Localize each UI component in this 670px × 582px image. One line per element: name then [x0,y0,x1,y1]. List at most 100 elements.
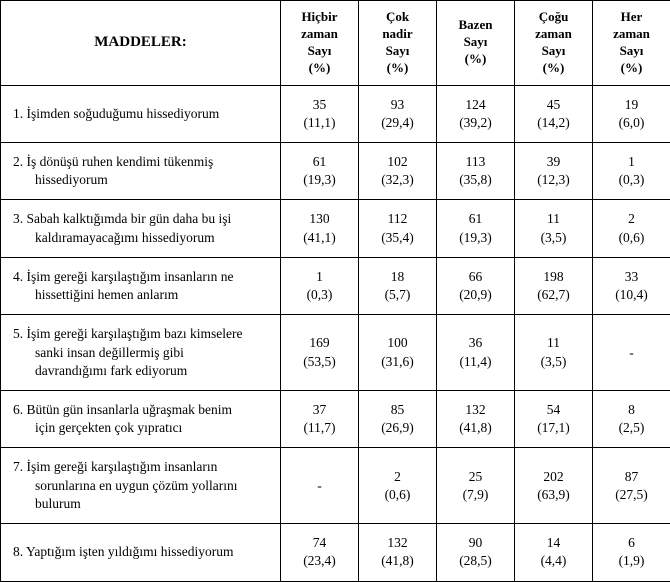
value-cell: 113(35,8) [437,143,515,200]
header-col-0-l3: Sayı [308,43,332,58]
value-pct: (2,5) [597,419,666,437]
value-cell: 54(17,1) [515,390,593,447]
header-col-0-l2: zaman [301,26,338,41]
value-count: 113 [441,153,510,171]
value-pct: (41,8) [363,552,432,570]
value-pct: (41,1) [285,229,354,247]
value-cell: 132(41,8) [359,524,437,581]
value-count: 1 [597,153,666,171]
value-pct: (29,4) [363,114,432,132]
table-row: 5. İşim gereği karşılaştığım bazı kimsel… [1,315,670,391]
value-cell: 1(0,3) [593,143,670,200]
item-text: 4. İşim gereği karşılaştığım insanların … [1,257,281,314]
value-cell: 169(53,5) [281,315,359,391]
item-text: 5. İşim gereği karşılaştığım bazı kimsel… [1,315,281,391]
item-line1: 7. İşim gereği karşılaştığım insanların [13,458,272,476]
header-col-0: Hiçbir zaman Sayı (%) [281,1,359,86]
header-col-4-l2: zaman [613,26,650,41]
value-pct: (11,7) [285,419,354,437]
value-cell: 33(10,4) [593,257,670,314]
value-count: 169 [285,334,354,352]
item-text: 6. Bütün gün insanlarla uğraşmak benimiç… [1,390,281,447]
value-pct: (11,4) [441,353,510,371]
value-cell: 19(6,0) [593,85,670,142]
value-pct: (26,9) [363,419,432,437]
value-count: 198 [519,268,588,286]
value-pct: (0,6) [363,486,432,504]
value-cell: 61(19,3) [281,143,359,200]
header-col-4-l1: Her [621,9,643,24]
value-cell: 132(41,8) [437,390,515,447]
item-line2: hissettiğini hemen anlarım [13,286,272,304]
header-col-3-l3: Sayı [542,43,566,58]
header-col-1: Çok nadir Sayı (%) [359,1,437,86]
value-cell: 74(23,4) [281,524,359,581]
value-count: 11 [519,334,588,352]
value-cell: 100(31,6) [359,315,437,391]
value-pct: (14,2) [519,114,588,132]
value-count: 37 [285,401,354,419]
header-col-2: Bazen Sayı (%) [437,1,515,86]
value-pct: (39,2) [441,114,510,132]
header-col-3-l4: (%) [543,60,565,75]
value-count: 6 [597,534,666,552]
value-pct: (23,4) [285,552,354,570]
item-line2: sanki insan değillermiş gibi [13,344,272,362]
value-count: - [597,344,666,362]
header-col-2-l1: Bazen [459,17,493,32]
table-row: 8. Yaptığım işten yıldığımı hissediyorum… [1,524,670,581]
value-pct: (3,5) [519,353,588,371]
value-pct: (6,0) [597,114,666,132]
item-line2: için gerçekten çok yıpratıcı [13,419,272,437]
value-cell: 35(11,1) [281,85,359,142]
value-count: 35 [285,96,354,114]
value-pct: (17,1) [519,419,588,437]
item-line1: 1. İşimden soğuduğumu hissediyorum [13,105,272,123]
value-pct: (11,1) [285,114,354,132]
header-col-4-l4: (%) [621,60,643,75]
value-cell: 8(2,5) [593,390,670,447]
table-row: 2. İş dönüşü ruhen kendimi tükenmişhisse… [1,143,670,200]
value-pct: (41,8) [441,419,510,437]
value-pct: (35,8) [441,171,510,189]
value-count: 1 [285,268,354,286]
value-pct: (31,6) [363,353,432,371]
value-cell: 37(11,7) [281,390,359,447]
item-text: 7. İşim gereği karşılaştığım insanlarıns… [1,448,281,524]
header-col-4-l3: Sayı [620,43,644,58]
header-items: MADDELER: [1,1,281,86]
value-cell: 11(3,5) [515,315,593,391]
item-line1: 5. İşim gereği karşılaştığım bazı kimsel… [13,325,272,343]
value-count: 66 [441,268,510,286]
value-cell: 85(26,9) [359,390,437,447]
value-cell: 93(29,4) [359,85,437,142]
value-count: 130 [285,210,354,228]
value-count: 25 [441,468,510,486]
value-count: 18 [363,268,432,286]
value-pct: (1,9) [597,552,666,570]
header-col-3: Çoğu zaman Sayı (%) [515,1,593,86]
item-line1: 4. İşim gereği karşılaştığım insanların … [13,268,272,286]
header-col-4: Her zaman Sayı (%) [593,1,670,86]
header-col-2-l2: Sayı [464,34,488,49]
item-text: 2. İş dönüşü ruhen kendimi tükenmişhisse… [1,143,281,200]
value-cell: 102(32,3) [359,143,437,200]
value-count: 14 [519,534,588,552]
value-cell: 61(19,3) [437,200,515,257]
value-cell: 2(0,6) [593,200,670,257]
value-count: 124 [441,96,510,114]
table-row: 7. İşim gereği karşılaştığım insanlarıns… [1,448,670,524]
value-count: 61 [441,210,510,228]
table-row: 3. Sabah kalktığımda bir gün daha bu işi… [1,200,670,257]
value-count: 100 [363,334,432,352]
value-count: 2 [597,210,666,228]
value-pct: (19,3) [441,229,510,247]
value-pct: (35,4) [363,229,432,247]
value-pct: (3,5) [519,229,588,247]
value-count: 90 [441,534,510,552]
item-line2: hissediyorum [13,171,272,189]
value-count: 202 [519,468,588,486]
value-count: 8 [597,401,666,419]
value-cell: 25(7,9) [437,448,515,524]
table-row: 6. Bütün gün insanlarla uğraşmak benimiç… [1,390,670,447]
